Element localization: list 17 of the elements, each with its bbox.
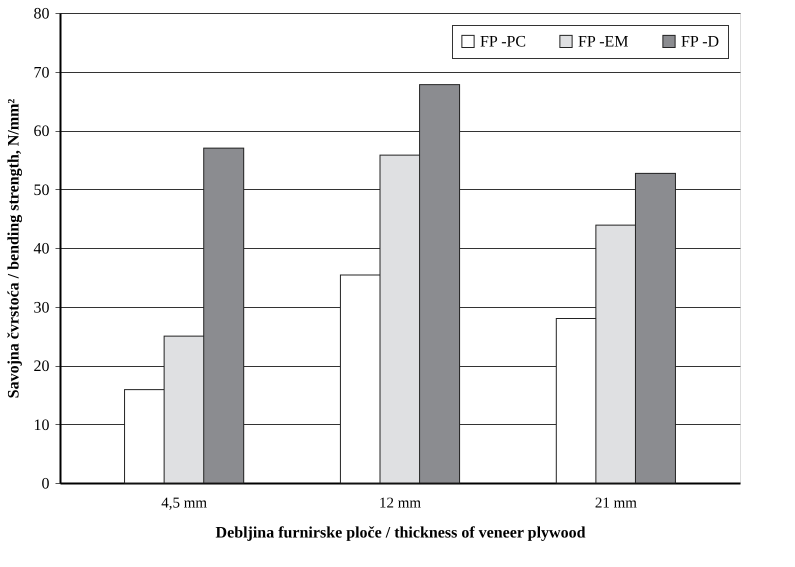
- x-axis-title: Debljina furnirske ploče / thickness of veneer plywood: [216, 524, 586, 542]
- x-tick-label: 21 mm: [594, 496, 638, 512]
- y-tick-label: 40: [34, 240, 50, 258]
- y-tick-label: 0: [42, 476, 50, 492]
- y-tick-label: 70: [34, 64, 50, 82]
- x-tick-label: 4,5 mm: [161, 496, 208, 512]
- y-axis-title: Savojna čvrstoća / bending strength, N/mm²: [6, 98, 22, 398]
- y-tick-label: 60: [34, 123, 50, 140]
- y-tick-label: 80: [34, 6, 50, 22]
- y-tick-label: 30: [34, 299, 50, 316]
- x-tick-label: 12 mm: [378, 496, 422, 512]
- legend-label: FP -EM: [578, 33, 629, 50]
- legend-label: FP -PC: [480, 33, 526, 50]
- y-tick-label: 10: [34, 416, 50, 434]
- y-tick-label: 20: [34, 358, 50, 375]
- y-tick-label: 50: [34, 182, 50, 199]
- legend-label: FP -D: [681, 33, 720, 50]
